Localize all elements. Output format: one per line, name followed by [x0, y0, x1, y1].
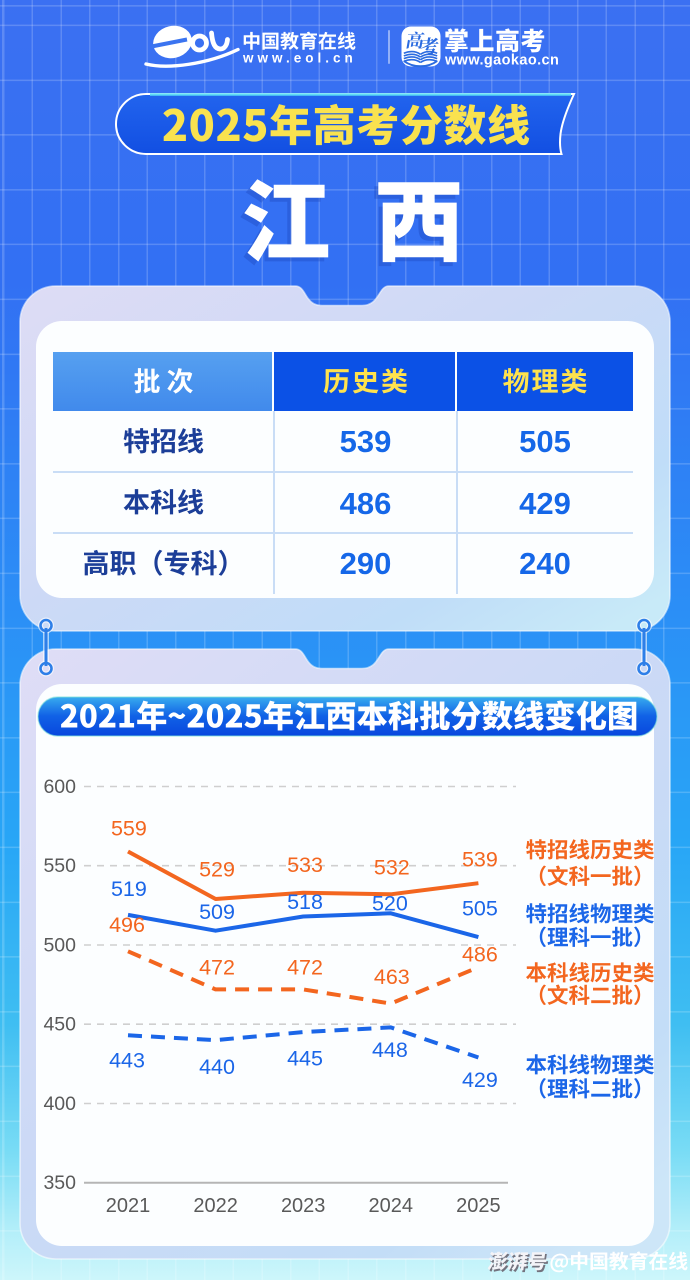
svg-text:448: 448: [372, 1038, 408, 1062]
svg-text:509: 509: [199, 900, 235, 924]
svg-text:2023: 2023: [281, 1195, 326, 1217]
svg-text:429: 429: [462, 1068, 498, 1092]
svg-text:472: 472: [199, 956, 235, 980]
svg-text:550: 550: [43, 855, 76, 877]
svg-text:2024: 2024: [369, 1195, 414, 1217]
svg-text:496: 496: [109, 913, 145, 937]
svg-text:445: 445: [287, 1047, 323, 1071]
svg-text:450: 450: [43, 1014, 76, 1036]
svg-text:505: 505: [519, 424, 571, 459]
svg-text:440: 440: [199, 1055, 235, 1079]
svg-text:463: 463: [374, 965, 410, 989]
svg-text:500: 500: [43, 935, 76, 957]
svg-text:2025: 2025: [456, 1195, 501, 1217]
svg-text:400: 400: [43, 1093, 76, 1115]
svg-text:472: 472: [287, 956, 323, 980]
svg-text:486: 486: [340, 486, 392, 521]
svg-text:559: 559: [111, 817, 147, 841]
svg-text:2021: 2021: [106, 1195, 151, 1217]
svg-text:529: 529: [199, 858, 235, 882]
svg-text:518: 518: [287, 890, 323, 914]
svg-text:www.eol.cn: www.eol.cn: [242, 51, 357, 66]
svg-text:539: 539: [462, 848, 498, 872]
svg-text:539: 539: [340, 424, 392, 459]
svg-text:2022: 2022: [193, 1195, 238, 1217]
svg-text:520: 520: [372, 892, 408, 916]
svg-text:350: 350: [43, 1172, 76, 1194]
svg-text:240: 240: [519, 546, 571, 581]
svg-text:533: 533: [287, 853, 323, 877]
svg-text:505: 505: [462, 897, 498, 921]
svg-text:429: 429: [519, 486, 571, 521]
svg-text:290: 290: [340, 546, 392, 581]
svg-text:532: 532: [374, 856, 410, 880]
svg-text:443: 443: [109, 1049, 145, 1073]
svg-text:519: 519: [111, 877, 147, 901]
svg-text:600: 600: [43, 776, 76, 798]
svg-text:486: 486: [462, 943, 498, 967]
svg-text:www.gaokao.cn: www.gaokao.cn: [444, 53, 559, 69]
